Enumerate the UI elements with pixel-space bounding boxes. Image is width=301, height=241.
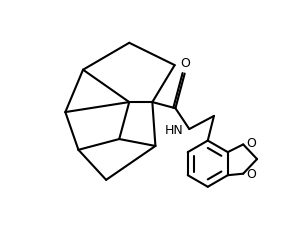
Text: HN: HN <box>165 124 184 137</box>
Text: O: O <box>246 168 256 181</box>
Text: O: O <box>246 137 256 150</box>
Text: O: O <box>181 58 191 71</box>
